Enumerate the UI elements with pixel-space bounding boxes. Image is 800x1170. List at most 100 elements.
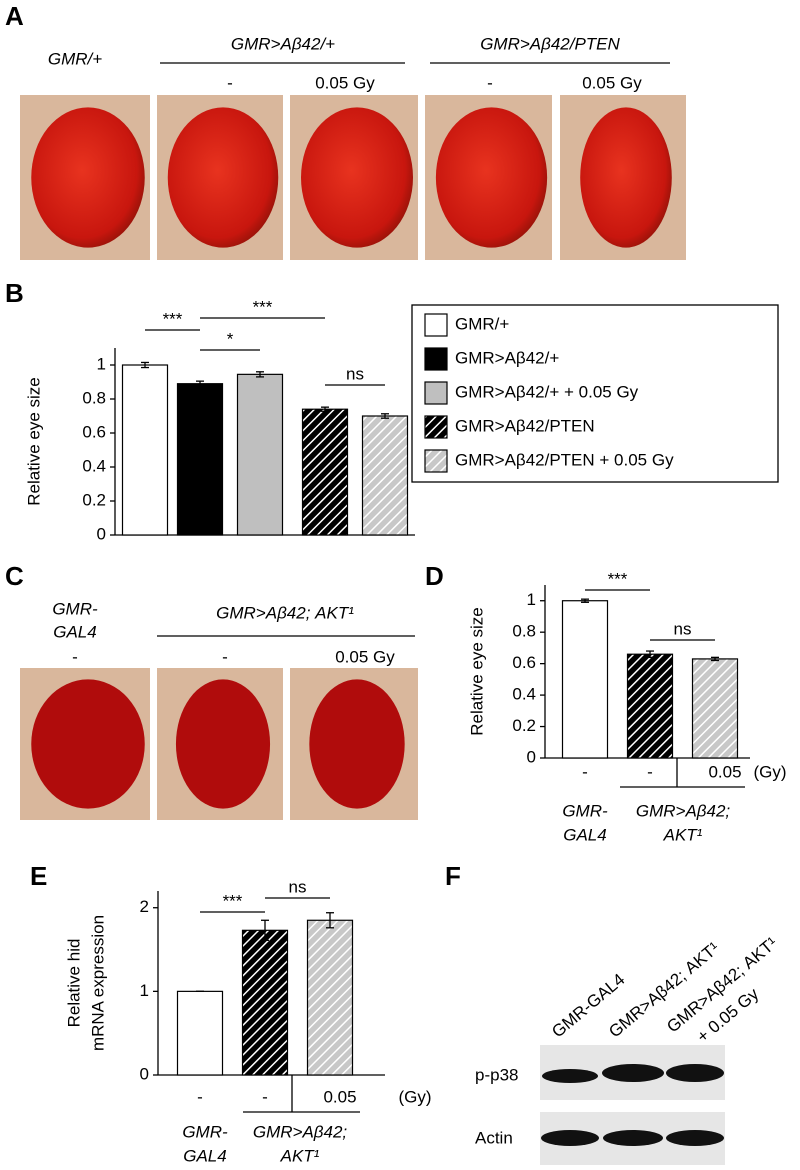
band bbox=[666, 1064, 724, 1082]
error-bar bbox=[326, 912, 334, 929]
error-bar bbox=[711, 656, 719, 662]
y-axis-label: Relative hid bbox=[64, 939, 83, 1028]
group-label: GAL4 bbox=[563, 825, 606, 844]
bar bbox=[306, 919, 354, 1076]
y-tick-label: 0.4 bbox=[82, 456, 106, 475]
y-tick-label: 0.2 bbox=[512, 716, 536, 735]
eye-photo bbox=[580, 107, 672, 248]
x-tick-label: - bbox=[582, 762, 588, 781]
legend-swatch bbox=[424, 381, 448, 405]
group-label: AKT¹ bbox=[280, 1146, 320, 1165]
x-tick-label: - bbox=[262, 1087, 268, 1106]
error-bar bbox=[321, 406, 329, 412]
panel-letter: D bbox=[425, 561, 444, 591]
band bbox=[602, 1064, 664, 1082]
y-tick-label: 0 bbox=[97, 524, 106, 543]
significance-label: * bbox=[227, 329, 234, 348]
legend-swatch bbox=[424, 347, 448, 371]
row-label: p-p38 bbox=[475, 1065, 518, 1084]
band bbox=[541, 1130, 599, 1146]
error-bar bbox=[261, 919, 269, 941]
dose: - bbox=[222, 647, 228, 666]
group-label: GMR- bbox=[562, 801, 608, 820]
legend-label: GMR/+ bbox=[455, 314, 509, 333]
y-axis-label: Relative eye size bbox=[467, 607, 486, 736]
eye-photo bbox=[435, 107, 548, 248]
eye-photo bbox=[175, 679, 271, 809]
genotype: GMR>Aβ42; AKT¹ bbox=[216, 603, 354, 622]
bar bbox=[236, 373, 284, 536]
x-tick-label: 0.05 bbox=[323, 1087, 356, 1106]
bar bbox=[561, 600, 609, 759]
bar bbox=[121, 364, 169, 536]
legend-swatch bbox=[424, 313, 448, 337]
bar bbox=[241, 929, 289, 1076]
genotype: GMR>Aβ42/PTEN bbox=[480, 34, 620, 53]
significance-label: ns bbox=[674, 619, 692, 638]
genotype: GMR- bbox=[52, 599, 98, 618]
significance-label: *** bbox=[253, 297, 273, 316]
legend-label: GMR>Aβ42/+ + 0.05 Gy bbox=[455, 382, 639, 401]
eye-photo bbox=[31, 679, 145, 809]
panel-letter: E bbox=[30, 861, 47, 891]
y-axis-label: mRNA expression bbox=[88, 915, 107, 1051]
bar bbox=[361, 415, 409, 536]
eye-photo bbox=[167, 107, 279, 248]
bar bbox=[176, 383, 224, 536]
group-label: GMR>Aβ42; bbox=[636, 801, 731, 820]
legend-label: GMR>Aβ42/PTEN + 0.05 Gy bbox=[455, 450, 674, 469]
y-tick-label: 0.8 bbox=[512, 622, 536, 641]
x-unit: (Gy) bbox=[398, 1087, 431, 1106]
significance-label: ns bbox=[346, 364, 364, 383]
y-tick-label: 1 bbox=[140, 981, 149, 1000]
row-label: Actin bbox=[475, 1128, 513, 1147]
legend-swatch bbox=[424, 415, 448, 439]
y-tick-label: 0.6 bbox=[512, 653, 536, 672]
bar bbox=[691, 658, 739, 759]
group-label: AKT¹ bbox=[663, 825, 703, 844]
y-axis-label: Relative eye size bbox=[24, 377, 43, 506]
error-bar bbox=[646, 650, 654, 658]
y-tick-label: 0.6 bbox=[82, 422, 106, 441]
y-tick-label: 0 bbox=[140, 1064, 149, 1083]
error-bar bbox=[196, 380, 204, 387]
band bbox=[666, 1130, 724, 1146]
legend-swatch bbox=[424, 449, 448, 473]
x-tick-label: - bbox=[647, 762, 653, 781]
band bbox=[542, 1069, 598, 1083]
panel-letter: B bbox=[5, 278, 24, 308]
bar bbox=[626, 653, 674, 759]
eye-photo bbox=[301, 107, 413, 248]
dose: - bbox=[72, 647, 78, 666]
dose: 0.05 Gy bbox=[335, 647, 395, 666]
dose: 0.05 Gy bbox=[315, 73, 375, 92]
y-tick-label: 1 bbox=[97, 354, 106, 373]
group-label: GMR>Aβ42; bbox=[253, 1122, 348, 1141]
error-bar bbox=[581, 598, 589, 603]
significance-label: *** bbox=[163, 309, 183, 328]
panel-letter: F bbox=[445, 861, 461, 891]
legend-label: GMR>Aβ42/PTEN bbox=[455, 416, 595, 435]
legend-label: GMR>Aβ42/+ bbox=[455, 348, 559, 367]
genotype: GAL4 bbox=[53, 622, 96, 641]
dose: 0.05 Gy bbox=[582, 73, 642, 92]
x-tick-label: 0.05 bbox=[708, 762, 741, 781]
y-tick-label: 0 bbox=[527, 747, 536, 766]
genotype: GMR>Aβ42/+ bbox=[231, 34, 335, 53]
group-label: GMR- bbox=[182, 1122, 228, 1141]
dose: - bbox=[487, 73, 493, 92]
legend-box bbox=[411, 304, 779, 483]
y-tick-label: 2 bbox=[140, 897, 149, 916]
error-bar bbox=[381, 413, 389, 419]
x-tick-label: - bbox=[197, 1087, 203, 1106]
significance-label: *** bbox=[223, 891, 243, 910]
group-label: GAL4 bbox=[183, 1146, 226, 1165]
genotype: GMR/+ bbox=[48, 49, 102, 68]
dose: - bbox=[227, 73, 233, 92]
error-bar bbox=[141, 361, 149, 369]
y-tick-label: 1 bbox=[527, 590, 536, 609]
bar bbox=[176, 990, 224, 1076]
eye-photo bbox=[31, 107, 145, 248]
panel-letter: A bbox=[5, 1, 24, 31]
